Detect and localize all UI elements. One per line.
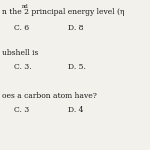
Text: nd: nd bbox=[22, 4, 29, 9]
Text: principal energy level (η: principal energy level (η bbox=[29, 8, 124, 16]
Text: D. 5.: D. 5. bbox=[68, 63, 85, 71]
Text: C. 3.: C. 3. bbox=[14, 63, 32, 71]
Text: D. 8: D. 8 bbox=[68, 24, 83, 32]
Text: D. 4: D. 4 bbox=[68, 105, 83, 114]
Text: C. 6: C. 6 bbox=[14, 24, 29, 32]
Text: C. 3: C. 3 bbox=[14, 105, 30, 114]
Text: oes a carbon atom have?: oes a carbon atom have? bbox=[2, 92, 96, 100]
Text: ubshell is: ubshell is bbox=[2, 49, 38, 57]
Text: n the 2: n the 2 bbox=[2, 8, 28, 16]
